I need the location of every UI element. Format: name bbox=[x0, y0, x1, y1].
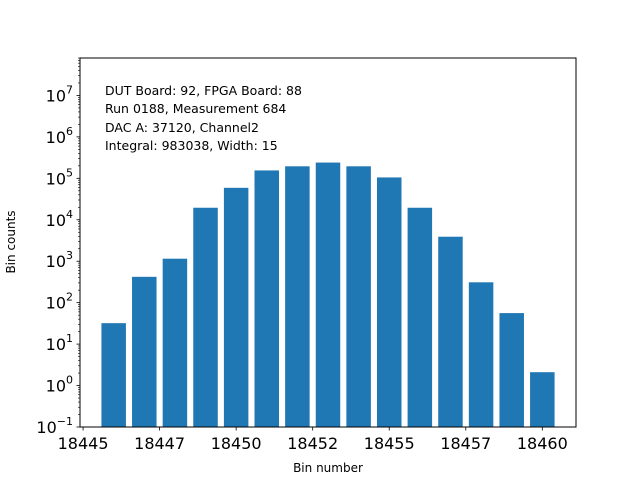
y-axis-label: Bin counts bbox=[4, 210, 18, 273]
y-tick-label: 107 bbox=[46, 83, 73, 105]
annotation-line-3: DAC A: 37120, Channel2 bbox=[105, 120, 259, 135]
bar-18451 bbox=[254, 170, 280, 427]
bar-18449 bbox=[193, 207, 218, 427]
x-axis: 18445 18447 18450 18452 18455 18457 18460 bbox=[58, 427, 568, 453]
y-axis: 10−1 100 101 102 103 104 105 106 107 bbox=[36, 57, 80, 437]
x-tick-label: 18452 bbox=[287, 434, 338, 453]
bar-18457 bbox=[438, 236, 463, 427]
x-tick-label: 18460 bbox=[517, 434, 568, 453]
x-tick-label: 18447 bbox=[134, 434, 185, 453]
plot-frame bbox=[79, 57, 577, 428]
x-tick-label: 18455 bbox=[364, 434, 415, 453]
x-tick-label: 18445 bbox=[58, 434, 109, 453]
y-tick-label: 104 bbox=[46, 208, 73, 230]
bar-18447 bbox=[132, 276, 157, 427]
x-tick-label: 18450 bbox=[211, 434, 262, 453]
bar-18446 bbox=[101, 323, 126, 427]
bar-18460 bbox=[530, 372, 555, 427]
bar-18455 bbox=[376, 177, 402, 427]
bar-18448 bbox=[162, 258, 188, 427]
annotation-box: DUT Board: 92, FPGA Board: 88 Run 0188, … bbox=[105, 83, 302, 153]
annotation-line-1: DUT Board: 92, FPGA Board: 88 bbox=[105, 83, 302, 98]
y-tick-label: 105 bbox=[46, 166, 73, 188]
y-tick-label: 101 bbox=[46, 332, 73, 354]
y-tick-label: 106 bbox=[46, 125, 73, 147]
x-axis-label: Bin number bbox=[293, 461, 363, 475]
bar-18458 bbox=[468, 282, 494, 427]
y-tick-label: 102 bbox=[46, 291, 73, 313]
bar-18456 bbox=[407, 207, 433, 427]
annotation-line-4: Integral: 983038, Width: 15 bbox=[105, 138, 278, 153]
x-tick-label: 18457 bbox=[440, 434, 491, 453]
bar-18454 bbox=[346, 166, 371, 428]
bar-18452 bbox=[285, 166, 310, 428]
y-tick-label: 100 bbox=[46, 374, 73, 396]
y-tick-label: 10−1 bbox=[36, 415, 73, 437]
bar-18459 bbox=[499, 313, 524, 427]
bar-18453 bbox=[315, 162, 341, 427]
y-tick-label: 103 bbox=[46, 249, 73, 271]
bars-group bbox=[101, 162, 555, 428]
bar-18450 bbox=[223, 187, 249, 427]
annotation-line-2: Run 0188, Measurement 684 bbox=[105, 101, 286, 116]
